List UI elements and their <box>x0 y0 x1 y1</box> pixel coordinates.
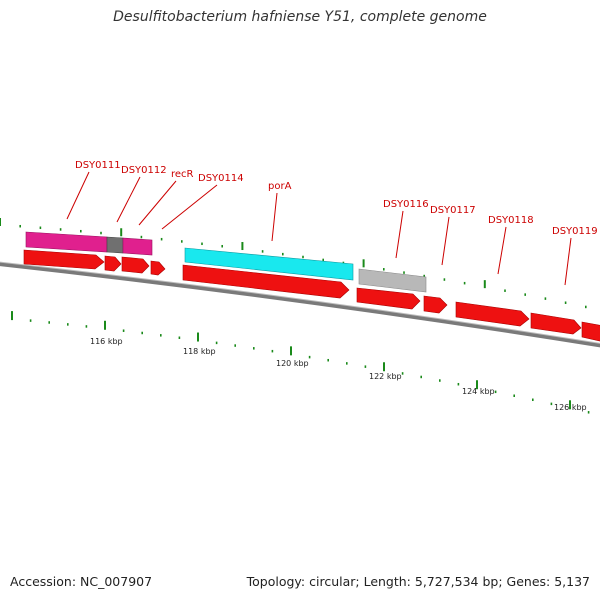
pseudo-feature-dsy0112[interactable] <box>106 236 124 254</box>
genome-title: Desulfitobacterium hafniense Y51, comple… <box>113 9 487 25</box>
callout-line <box>66 171 90 220</box>
gene-callout-lines <box>66 171 572 286</box>
kbp-label: 124 kbp <box>462 387 495 396</box>
kbp-label: 118 kbp <box>183 347 216 356</box>
feature-track <box>25 231 427 293</box>
callout-line <box>271 192 278 242</box>
gene-labels: DSY0111 DSY0112 recR DSY0114 porA DSY011… <box>75 160 598 237</box>
callout-line <box>441 216 450 266</box>
callout-line <box>497 226 507 275</box>
rna-feature-dsy0111[interactable] <box>25 231 108 253</box>
genome-backbone <box>0 262 600 348</box>
gene-label-dsy0112[interactable]: DSY0112 <box>121 165 167 176</box>
callout-line <box>564 237 572 286</box>
gene-arrow[interactable] <box>530 312 582 335</box>
gene-arrow[interactable] <box>455 301 530 327</box>
kbp-labels: 116 kbp 118 kbp 120 kbp 122 kbp 124 kbp … <box>90 337 587 412</box>
gray-feature-dsy0116[interactable] <box>358 268 427 293</box>
upper-tick-row <box>0 218 587 309</box>
gene-label-dsy0116[interactable]: DSY0116 <box>383 199 429 210</box>
kbp-label: 122 kbp <box>369 372 402 381</box>
gene-arrow[interactable] <box>121 256 150 274</box>
callout-line <box>116 176 141 223</box>
callout-line <box>395 210 404 259</box>
genome-backbone-highlight <box>0 261 600 344</box>
accession-info: Accession: NC_007907 <box>10 574 153 589</box>
gene-arrow[interactable] <box>581 321 600 342</box>
gene-label-recr[interactable]: recR <box>171 169 194 180</box>
gene-label-dsy0117[interactable]: DSY0117 <box>430 205 476 216</box>
gene-track <box>23 249 600 342</box>
gene-arrow[interactable] <box>104 255 122 272</box>
callout-line <box>138 180 177 226</box>
kbp-label: 120 kbp <box>276 359 309 368</box>
kbp-label: 116 kbp <box>90 337 123 346</box>
kbp-label: 126 kbp <box>554 403 587 412</box>
gene-arrow[interactable] <box>150 260 166 276</box>
rna-feature-recr[interactable] <box>122 237 153 256</box>
kbp-tick-row <box>11 311 590 414</box>
gene-arrow[interactable] <box>23 249 105 270</box>
gene-arrow[interactable] <box>356 287 421 310</box>
gene-label-pora[interactable]: porA <box>268 181 292 192</box>
gene-label-dsy0114[interactable]: DSY0114 <box>198 173 244 184</box>
cyan-feature-pora[interactable] <box>184 247 354 281</box>
callout-line <box>161 184 218 230</box>
topology-info: Topology: circular; Length: 5,727,534 bp… <box>246 574 590 589</box>
gene-arrow[interactable] <box>182 264 350 299</box>
gene-arrow[interactable] <box>423 295 448 314</box>
gene-label-dsy0111[interactable]: DSY0111 <box>75 160 121 171</box>
gene-label-dsy0119[interactable]: DSY0119 <box>552 226 598 237</box>
gene-label-dsy0118[interactable]: DSY0118 <box>488 215 534 226</box>
